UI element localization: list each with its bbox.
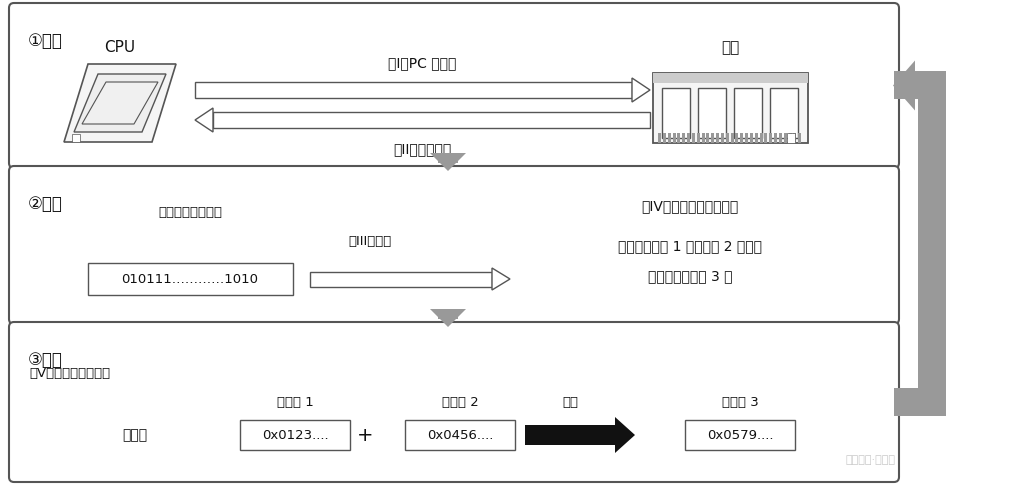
FancyBboxPatch shape [9,3,899,168]
FancyBboxPatch shape [9,166,899,324]
Text: 结果放入寄存器 3 中: 结果放入寄存器 3 中 [648,269,732,283]
Bar [658,133,661,143]
Bar [716,133,719,143]
Text: ［III］解码: ［III］解码 [348,235,392,247]
Text: ②解码: ②解码 [28,195,63,213]
FancyBboxPatch shape [72,134,80,142]
Bar [750,133,753,143]
Text: 寄存器 3: 寄存器 3 [722,396,758,409]
FancyBboxPatch shape [88,263,293,295]
Polygon shape [82,82,158,124]
Bar [918,388,946,416]
Text: ［I］PC 的输出: ［I］PC 的输出 [387,56,457,70]
Polygon shape [893,60,915,110]
FancyBboxPatch shape [405,420,515,450]
Text: ［IV］确定要执行的操作: ［IV］确定要执行的操作 [641,199,739,213]
Text: 代入: 代入 [562,396,578,409]
Bar [918,388,946,416]
Polygon shape [64,64,176,142]
Polygon shape [430,153,466,171]
Text: 知识库下·溢指令: 知识库下·溢指令 [845,455,895,465]
Bar [711,133,714,143]
Bar [663,133,666,143]
Text: （例）寄存器 1 和寄存器 2 相加，: （例）寄存器 1 和寄存器 2 相加， [618,239,762,253]
Bar [774,133,777,143]
Bar [438,309,458,319]
Text: 0x0123....: 0x0123.... [261,429,328,441]
Bar [707,133,710,143]
Bar [667,133,670,143]
FancyBboxPatch shape [310,272,492,287]
Bar [784,133,787,143]
FancyBboxPatch shape [734,88,762,138]
Bar [682,133,685,143]
Polygon shape [74,74,166,132]
Bar [730,133,733,143]
Text: ①读取: ①读取 [28,32,63,50]
Bar [692,133,695,143]
Polygon shape [492,268,510,290]
Bar [438,153,458,163]
FancyBboxPatch shape [213,112,650,128]
Bar [779,133,782,143]
Text: ③执行: ③执行 [28,351,63,369]
FancyBboxPatch shape [195,82,632,98]
Bar [672,133,676,143]
Text: 0x0579....: 0x0579.... [707,429,774,441]
Bar [793,133,796,143]
Text: 指令（机器语言）: 指令（机器语言） [158,206,222,219]
Bar [918,71,946,416]
FancyBboxPatch shape [685,420,795,450]
FancyBboxPatch shape [787,133,795,143]
Bar [701,133,705,143]
FancyBboxPatch shape [653,73,808,143]
Text: +: + [356,426,373,445]
Bar [721,133,724,143]
Text: 寄存器 1: 寄存器 1 [277,396,313,409]
Text: ［V］执行实际的操作: ［V］执行实际的操作 [29,367,111,380]
FancyBboxPatch shape [770,88,799,138]
Bar [759,133,762,143]
Text: 寄存器 2: 寄存器 2 [442,396,478,409]
Bar [770,133,772,143]
FancyBboxPatch shape [653,73,808,83]
Bar [696,133,699,143]
Text: 0x0456....: 0x0456.... [427,429,493,441]
FancyBboxPatch shape [240,420,350,450]
Text: （例）: （例） [123,428,148,442]
Bar [788,133,791,143]
Bar [741,133,743,143]
Text: 010111…………1010: 010111…………1010 [122,273,258,285]
Bar [755,133,757,143]
FancyBboxPatch shape [662,88,690,138]
Bar [678,133,681,143]
Bar [799,133,802,143]
FancyBboxPatch shape [9,322,899,482]
Polygon shape [632,78,650,102]
Polygon shape [430,309,466,327]
Text: 内存: 内存 [721,40,740,55]
Polygon shape [195,108,213,132]
Bar [745,133,748,143]
Bar [735,133,739,143]
Bar [764,133,768,143]
Bar [894,388,946,416]
Polygon shape [525,417,635,453]
Bar [725,133,728,143]
FancyBboxPatch shape [698,88,726,138]
Text: ［II］读取指令: ［II］读取指令 [393,142,451,156]
Bar [894,71,918,100]
Text: CPU: CPU [104,40,135,55]
Bar [687,133,690,143]
